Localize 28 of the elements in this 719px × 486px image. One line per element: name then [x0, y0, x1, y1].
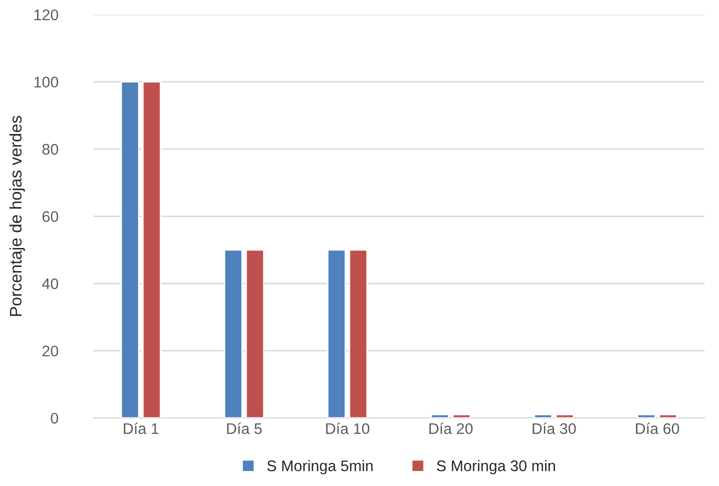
y-axis-title: Porcentaje de hojas verdes — [9, 116, 25, 316]
legend-label: S Moringa 5min — [267, 460, 373, 474]
y-tick-label: 100 — [34, 76, 58, 88]
bar — [636, 414, 656, 418]
bar — [534, 414, 553, 418]
bar — [246, 249, 264, 418]
legend-label: S Moringa 30 min — [436, 460, 555, 474]
bar — [120, 81, 140, 418]
y-tick-label: 80 — [42, 144, 58, 155]
bar — [452, 414, 471, 418]
bar — [224, 249, 243, 418]
x-tick-label: Día 1 — [124, 422, 158, 434]
y-tick-label: 120 — [34, 9, 58, 20]
y-tick-label: 0 — [50, 412, 58, 424]
x-tick-label: Día 10 — [326, 422, 370, 434]
y-tick-label: 20 — [42, 346, 58, 356]
bar — [142, 81, 162, 418]
bar — [327, 249, 346, 418]
y-tick-label: 40 — [42, 278, 58, 290]
x-tick-label: Día 30 — [532, 422, 576, 434]
x-tick-label: Día 20 — [429, 422, 473, 434]
bar — [555, 414, 574, 418]
x-tick-label: Día 5 — [227, 422, 262, 434]
bar — [658, 414, 678, 418]
bar — [430, 414, 450, 418]
x-tick-label: Día 60 — [636, 422, 680, 434]
y-tick-label: 60 — [42, 211, 58, 222]
bar — [348, 249, 368, 418]
